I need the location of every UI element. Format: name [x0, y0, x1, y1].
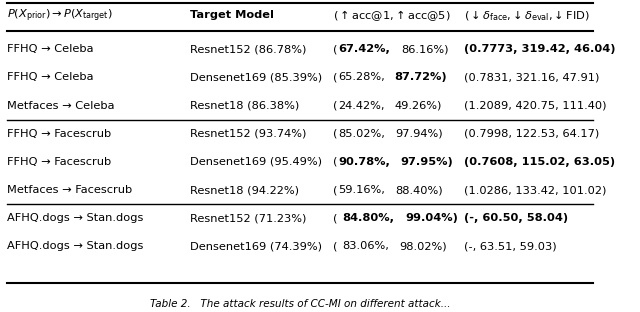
Text: Resnet152 (71.23%): Resnet152 (71.23%)	[189, 213, 306, 223]
Text: (0.7831, 321.16, 47.91): (0.7831, 321.16, 47.91)	[464, 72, 600, 82]
Text: (-, 63.51, 59.03): (-, 63.51, 59.03)	[464, 241, 557, 251]
Text: Resnet152 (86.78%): Resnet152 (86.78%)	[189, 44, 306, 54]
Text: Resnet18 (86.38%): Resnet18 (86.38%)	[189, 100, 299, 110]
Text: (: (	[333, 185, 337, 195]
Text: (: (	[333, 213, 341, 223]
Text: Densenet169 (85.39%): Densenet169 (85.39%)	[189, 72, 322, 82]
Text: Table 2.   The attack results of CC-MI on different attack...: Table 2. The attack results of CC-MI on …	[150, 299, 451, 309]
Text: Densenet169 (95.49%): Densenet169 (95.49%)	[189, 157, 321, 167]
Text: FFHQ → Facescrub: FFHQ → Facescrub	[8, 157, 111, 167]
Text: ($\uparrow$acc@1,$\uparrow$acc@5): ($\uparrow$acc@1,$\uparrow$acc@5)	[333, 8, 451, 23]
Text: Densenet169 (74.39%): Densenet169 (74.39%)	[189, 241, 321, 251]
Text: AFHQ.dogs → Stan.dogs: AFHQ.dogs → Stan.dogs	[8, 213, 144, 223]
Text: $P(X_{\rm prior}) \rightarrow P(X_{\rm target})$: $P(X_{\rm prior}) \rightarrow P(X_{\rm t…	[8, 7, 113, 23]
Text: ($\downarrow\delta_{\rm face}$,$\downarrow\delta_{\rm eval}$,$\downarrow$FID): ($\downarrow\delta_{\rm face}$,$\downarr…	[464, 8, 590, 22]
Text: 83.06%,: 83.06%,	[342, 241, 390, 251]
Text: AFHQ.dogs → Stan.dogs: AFHQ.dogs → Stan.dogs	[8, 241, 144, 251]
Text: (: (	[333, 241, 341, 251]
Text: Metfaces → Facescrub: Metfaces → Facescrub	[8, 185, 132, 195]
Text: (: (	[333, 72, 337, 82]
Text: 86.16%): 86.16%)	[401, 44, 448, 54]
Text: (: (	[333, 100, 337, 110]
Text: FFHQ → Celeba: FFHQ → Celeba	[8, 72, 94, 82]
Text: 85.02%,: 85.02%,	[339, 129, 385, 139]
Text: Resnet18 (94.22%): Resnet18 (94.22%)	[189, 185, 298, 195]
Text: (1.0286, 133.42, 101.02): (1.0286, 133.42, 101.02)	[464, 185, 607, 195]
Text: (1.2089, 420.75, 111.40): (1.2089, 420.75, 111.40)	[464, 100, 607, 110]
Text: (: (	[333, 44, 337, 54]
Text: (-, 60.50, 58.04): (-, 60.50, 58.04)	[464, 213, 568, 223]
Text: Target Model: Target Model	[189, 10, 273, 20]
Text: 97.95%): 97.95%)	[401, 157, 454, 167]
Text: (: (	[333, 129, 337, 139]
Text: 87.72%): 87.72%)	[395, 72, 447, 82]
Text: 24.42%,: 24.42%,	[339, 100, 385, 110]
Text: 90.78%,: 90.78%,	[339, 157, 390, 167]
Text: (0.7998, 122.53, 64.17): (0.7998, 122.53, 64.17)	[464, 129, 600, 139]
Text: 67.42%,: 67.42%,	[339, 44, 390, 54]
Text: 99.04%): 99.04%)	[405, 213, 458, 223]
Text: 88.40%): 88.40%)	[395, 185, 442, 195]
Text: 84.80%,: 84.80%,	[342, 213, 395, 223]
Text: 49.26%): 49.26%)	[394, 100, 442, 110]
Text: Metfaces → Celeba: Metfaces → Celeba	[8, 100, 115, 110]
Text: 65.28%,: 65.28%,	[339, 72, 385, 82]
Text: (0.7773, 319.42, 46.04): (0.7773, 319.42, 46.04)	[464, 44, 616, 54]
Text: (: (	[333, 157, 337, 167]
Text: Resnet152 (93.74%): Resnet152 (93.74%)	[189, 129, 306, 139]
Text: (0.7608, 115.02, 63.05): (0.7608, 115.02, 63.05)	[464, 157, 616, 167]
Text: 59.16%,: 59.16%,	[339, 185, 385, 195]
Text: FFHQ → Celeba: FFHQ → Celeba	[8, 44, 94, 54]
Text: 97.94%): 97.94%)	[395, 129, 442, 139]
Text: 98.02%): 98.02%)	[399, 241, 447, 251]
Text: FFHQ → Facescrub: FFHQ → Facescrub	[8, 129, 111, 139]
